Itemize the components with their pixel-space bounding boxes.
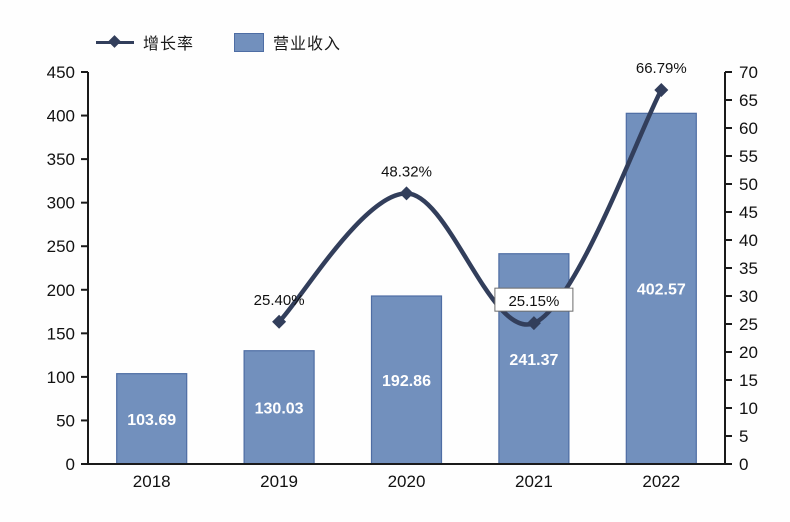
right-axis-tick-label: 0 [739,455,748,474]
chart-legend: 增长率 营业收入 [96,30,341,54]
legend-item-growth-rate: 增长率 [96,30,194,54]
right-axis-tick-label: 35 [739,259,758,278]
right-axis-tick-label: 45 [739,203,758,222]
percent-label-2019: 25.40% [254,292,305,309]
left-axis-tick-label: 100 [47,368,75,387]
legend-label-growth-rate: 增长率 [143,36,195,53]
right-axis-tick-label: 70 [739,63,758,82]
line-diamond-marker-icon [96,34,134,48]
left-axis-tick-label: 450 [47,63,75,82]
percent-label-box-2021 [494,287,574,312]
right-axis-tick-label: 60 [739,119,758,138]
right-axis-tick-label: 5 [739,427,748,446]
left-axis-tick-label: 350 [47,150,75,169]
left-axis-tick-label: 200 [47,281,75,300]
x-axis-label-2022: 2022 [642,472,680,491]
x-axis-label-2020: 2020 [388,472,426,491]
line-marker-2021 [526,316,541,331]
left-axis-tick-label: 50 [56,411,75,430]
bar-value-label-2019: 130.03 [255,400,304,417]
left-axis-tick-label: 300 [47,194,75,213]
bar-value-label-2020: 192.86 [382,373,431,390]
legend-label-revenue: 营业收入 [273,36,342,53]
right-axis-tick-label: 15 [739,371,758,390]
right-axis-tick-label: 30 [739,287,758,306]
x-axis-label-2021: 2021 [515,472,553,491]
right-axis-tick-label: 55 [739,147,758,166]
right-axis-tick-label: 65 [739,91,758,110]
bar-2019 [243,350,315,465]
left-axis-tick-label: 150 [47,324,75,343]
bar-2020 [370,295,443,465]
bar-value-label-2021: 241.37 [509,352,558,369]
right-axis-tick-label: 20 [739,343,758,362]
bar-value-label-2022: 402.57 [637,282,686,299]
square-marker-icon [234,32,265,52]
percent-label-2020: 48.32% [381,163,432,180]
left-axis-tick-label: 250 [47,237,75,256]
left-axis-tick-label: 0 [66,455,75,474]
right-axis-tick-label: 10 [739,399,758,418]
legend-item-revenue: 营业收入 [234,30,341,54]
growth-rate-line [276,87,664,327]
bar-2018 [116,373,188,465]
line-marker-2020 [399,186,414,201]
left-axis-tick-label: 400 [47,107,75,126]
x-axis-label-2018: 2018 [133,472,171,491]
right-axis-tick-label: 40 [739,231,758,250]
right-axis-tick-label: 50 [739,175,758,194]
percent-label-2022: 66.79% [636,60,687,77]
x-axis-label-2019: 2019 [260,472,298,491]
bar-2022 [625,112,697,465]
right-axis-tick-label: 25 [739,315,758,334]
bar-value-label-2018: 103.69 [127,412,176,429]
line-marker-2019 [272,314,287,329]
line-marker-2022 [654,82,669,97]
percent-label-2021: 25.15% [508,293,559,310]
